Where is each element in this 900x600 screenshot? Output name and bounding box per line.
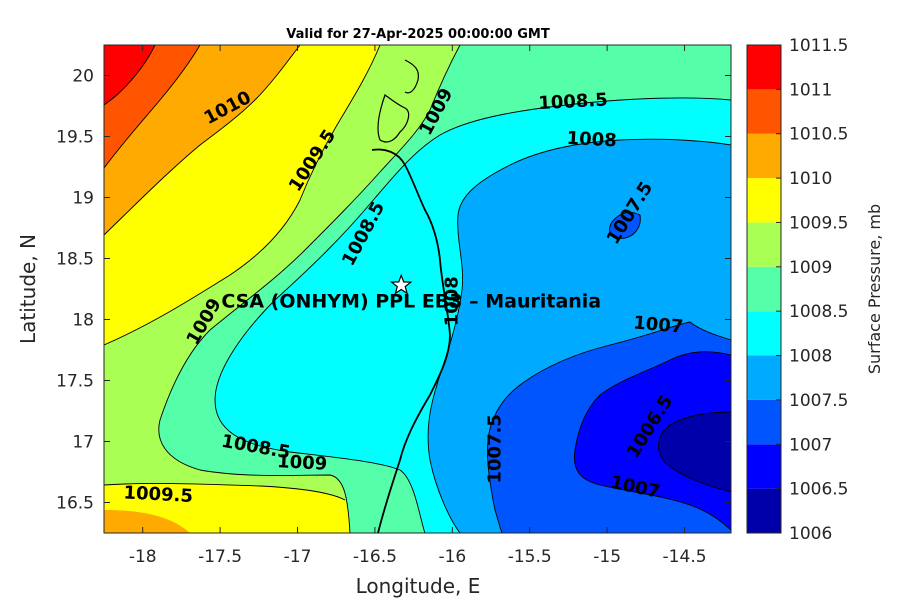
colorbar-swatch bbox=[747, 266, 781, 312]
y-axis-label: Latitude, N bbox=[16, 234, 40, 344]
contour-lines bbox=[104, 45, 731, 533]
site-star-marker bbox=[390, 273, 413, 295]
pressure-field bbox=[104, 45, 731, 533]
colorbar-swatch bbox=[747, 45, 781, 90]
colorbar-tick-label: 1011.5 bbox=[789, 36, 848, 56]
plot-frame bbox=[103, 44, 732, 534]
x-tick-label: -16.5 bbox=[353, 547, 397, 567]
colorbar-tick-label: 1010 bbox=[789, 169, 832, 189]
x-axis-label: Longitude, E bbox=[356, 574, 481, 598]
y-tick-label: 17 bbox=[72, 433, 94, 453]
colorbar-swatch bbox=[747, 89, 781, 134]
y-tick-label: 18 bbox=[72, 311, 94, 331]
colorbar-frame bbox=[746, 44, 782, 534]
colorbar-tick-label: 1007 bbox=[789, 435, 832, 455]
y-axis-ticks: 16.5 17 17.5 18 18.5 19 19.5 20 bbox=[56, 67, 731, 514]
x-tick-label: -15 bbox=[593, 547, 621, 567]
colorbar-tick-label: 1011 bbox=[789, 80, 832, 100]
x-tick-label: -16 bbox=[438, 547, 466, 567]
contour-label: 1008 bbox=[441, 276, 462, 326]
x-tick-label: -17.5 bbox=[198, 547, 242, 567]
colorbar-swatch bbox=[747, 399, 781, 445]
colorbar-tick-label: 1009.5 bbox=[789, 213, 848, 233]
colorbar-swatch bbox=[747, 133, 781, 179]
figure-title: Valid for 27-Apr-2025 00:00:00 GMT bbox=[286, 27, 550, 42]
coastline bbox=[371, 59, 451, 533]
x-tick-label: -15.5 bbox=[508, 547, 552, 567]
colorbar-swatch bbox=[747, 222, 781, 267]
band-1006.5 bbox=[574, 351, 731, 530]
colorbar-tick-label: 1006.5 bbox=[789, 480, 848, 500]
colorbar: 1006 1006.5 1007 1007.5 1008 1008.5 1009 1009.5… bbox=[746, 36, 848, 544]
contour-label: 1008.5 bbox=[538, 90, 608, 115]
y-tick-label: 16.5 bbox=[56, 494, 94, 514]
colorbar-label: Surface Pressure, mb bbox=[865, 204, 884, 374]
x-axis-ticks: -18 -17.5 -17 -16.5 -16 -15.5 -15 -14.5 bbox=[129, 45, 707, 567]
y-tick-label: 17.5 bbox=[56, 372, 94, 392]
colorbar-tick-label: 1007.5 bbox=[789, 391, 848, 411]
contour-label: 1009.5 bbox=[123, 482, 193, 507]
y-tick-label: 19.5 bbox=[56, 128, 94, 148]
colorbar-swatch bbox=[747, 355, 781, 400]
colorbar-tick-label: 1010.5 bbox=[789, 125, 848, 145]
colorbar-tick-label: 1006 bbox=[789, 524, 832, 544]
band-1006 bbox=[658, 412, 731, 492]
colorbar-swatch bbox=[747, 444, 781, 489]
band-1011 bbox=[104, 45, 155, 105]
y-tick-label: 20 bbox=[72, 67, 94, 87]
contour-label: 1008 bbox=[566, 128, 617, 152]
contour-label: 1007.5 bbox=[485, 414, 506, 483]
colorbar-swatch bbox=[747, 488, 781, 533]
colorbar-tick-label: 1008.5 bbox=[789, 302, 848, 322]
y-tick-label: 18.5 bbox=[56, 250, 94, 270]
colorbar-swatch bbox=[747, 178, 781, 223]
colorbar-swatch bbox=[747, 311, 781, 356]
site-layer: CSA (ONHYM) PPL EB3 – Mauritania bbox=[221, 273, 601, 312]
contour-label: 1007 bbox=[632, 312, 684, 337]
colorbar-tick-label: 1009 bbox=[789, 258, 832, 278]
x-tick-label: -17 bbox=[284, 547, 312, 567]
colorbar-tick-label: 1008 bbox=[789, 347, 832, 367]
y-tick-label: 19 bbox=[72, 189, 94, 209]
contour-label: 1009 bbox=[277, 451, 328, 475]
band-1010 bbox=[104, 45, 300, 533]
x-tick-label: -18 bbox=[129, 547, 157, 567]
site-label: CSA (ONHYM) PPL EB3 – Mauritania bbox=[221, 290, 601, 312]
x-tick-label: -14.5 bbox=[663, 547, 707, 567]
